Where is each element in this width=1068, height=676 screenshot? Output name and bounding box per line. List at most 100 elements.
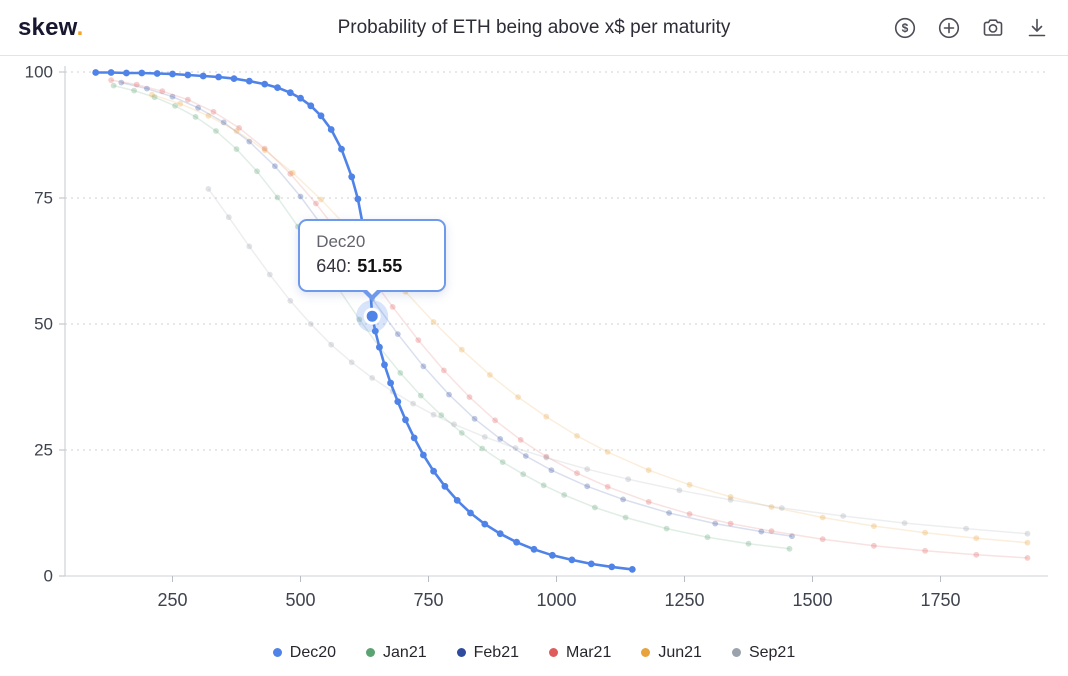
data-point-Sep21[interactable] [901,520,908,526]
data-point-Jun21[interactable] [458,346,465,353]
data-point-Sep21[interactable] [676,487,683,494]
data-point-Dec20[interactable] [381,361,388,369]
data-point-Mar21[interactable] [313,200,319,207]
data-point-Jan21[interactable] [561,492,568,498]
data-point-Mar21[interactable] [543,453,550,460]
data-point-Sep21[interactable] [778,505,785,511]
data-point-Dec20[interactable] [549,551,556,559]
data-point-Dec20[interactable] [348,173,356,181]
data-point-Sep21[interactable] [205,186,212,192]
data-point-Jan21[interactable] [540,482,547,489]
data-point-Feb21[interactable] [144,85,150,92]
data-point-Mar21[interactable] [871,542,877,549]
data-point-Dec20[interactable] [307,102,315,110]
data-point-Sep21[interactable] [307,321,314,327]
data-point-Dec20[interactable] [245,77,253,85]
data-point-Dec20[interactable] [169,70,176,78]
data-point-Mar21[interactable] [973,551,980,558]
data-point-Dec20[interactable] [530,545,538,553]
data-point-Jun21[interactable] [515,394,521,400]
legend-item-Mar21[interactable]: Mar21 [549,644,611,662]
data-point-Dec20[interactable] [371,327,379,335]
data-point-Jan21[interactable] [315,255,322,261]
logo[interactable]: skew. [18,14,84,42]
data-point-Sep21[interactable] [246,243,253,250]
data-point-Sep21[interactable] [225,214,232,221]
data-point-Dec20[interactable] [338,145,345,153]
data-point-Jan21[interactable] [356,316,363,323]
data-point-Jan21[interactable] [520,471,527,478]
data-point-Sep21[interactable] [369,375,376,381]
data-point-Jan21[interactable] [592,504,598,511]
data-point-Jan21[interactable] [192,114,199,120]
data-point-Sep21[interactable] [1024,530,1031,537]
data-point-Mar21[interactable] [922,547,928,554]
data-point-Jun21[interactable] [973,535,980,542]
data-point-Feb21[interactable] [272,163,278,170]
currency-toggle-button[interactable]: $ [892,15,918,41]
data-point-Jun21[interactable] [819,514,826,521]
data-point-Dec20[interactable] [123,69,130,77]
data-point-Jun21[interactable] [645,467,652,474]
legend-item-Sep21[interactable]: Sep21 [731,644,795,662]
data-point-Feb21[interactable] [471,415,478,422]
data-point-Feb21[interactable] [420,363,427,370]
series-line-Jun21[interactable] [151,93,1028,544]
data-point-Feb21[interactable] [446,391,452,398]
data-point-Jan21[interactable] [233,146,240,152]
data-point-Jan21[interactable] [458,430,465,436]
data-point-Mar21[interactable] [389,304,396,310]
data-point-Jun21[interactable] [604,449,611,455]
data-point-Dec20[interactable] [261,80,269,88]
data-point-Feb21[interactable] [348,265,355,272]
data-point-Sep21[interactable] [481,434,488,440]
data-point-Mar21[interactable] [338,233,345,240]
data-point-Jun21[interactable] [318,196,324,203]
data-point-Sep21[interactable] [348,359,355,366]
data-point-Sep21[interactable] [840,513,847,519]
data-point-Jan21[interactable] [254,168,260,175]
data-point-Dec20[interactable] [628,566,636,573]
data-point-Dec20[interactable] [481,520,489,528]
data-point-Jun21[interactable] [768,504,775,510]
data-point-Jan21[interactable] [110,82,117,89]
data-point-Jan21[interactable] [417,392,424,399]
data-point-Mar21[interactable] [185,96,191,103]
data-point-Dec20[interactable] [394,398,402,405]
data-point-Feb21[interactable] [297,193,304,200]
data-point-Jan21[interactable] [131,87,138,94]
data-point-Feb21[interactable] [195,104,202,111]
data-point-Dec20[interactable] [92,69,100,76]
data-point-Feb21[interactable] [584,483,591,490]
data-point-Dec20[interactable] [430,467,437,475]
data-point-Mar21[interactable] [727,520,734,527]
data-point-Dec20[interactable] [199,72,207,80]
data-point-Sep21[interactable] [430,411,437,418]
data-point-Feb21[interactable] [712,520,719,527]
data-point-Sep21[interactable] [584,466,591,473]
data-point-Feb21[interactable] [789,533,795,540]
data-point-Sep21[interactable] [727,497,734,503]
data-point-Feb21[interactable] [246,138,253,145]
data-point-Dec20[interactable] [467,509,474,517]
data-point-Dec20[interactable] [215,73,223,81]
data-point-Mar21[interactable] [574,470,580,477]
data-point-Mar21[interactable] [466,394,473,400]
data-point-Dec20[interactable] [184,71,192,79]
data-point-Dec20[interactable] [327,126,335,133]
data-point-Dec20[interactable] [402,416,409,424]
legend-item-Dec20[interactable]: Dec20 [272,644,336,662]
data-point-Jan21[interactable] [397,370,404,376]
data-point-Dec20[interactable] [366,282,374,290]
data-point-Mar21[interactable] [441,367,447,374]
data-point-Mar21[interactable] [768,528,775,534]
data-point-Mar21[interactable] [236,125,243,131]
data-point-Dec20[interactable] [387,379,394,387]
data-point-Mar21[interactable] [210,108,217,115]
data-point-Jun21[interactable] [177,100,184,107]
data-point-Jan21[interactable] [786,545,793,552]
active-point[interactable] [366,310,378,322]
data-point-Mar21[interactable] [108,77,114,83]
data-point-Jun21[interactable] [205,112,212,119]
data-point-Jun21[interactable] [233,128,240,134]
